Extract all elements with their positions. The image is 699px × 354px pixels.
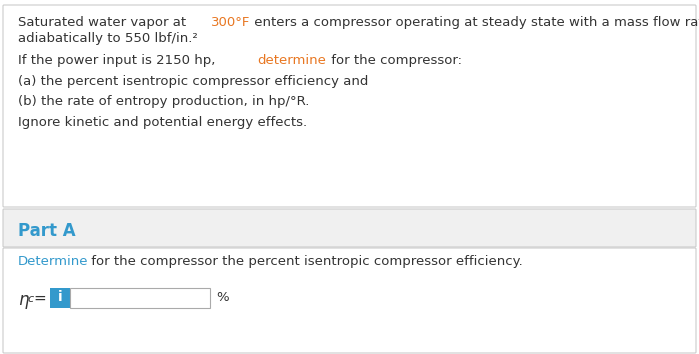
Text: Part A: Part A xyxy=(18,222,75,240)
FancyBboxPatch shape xyxy=(3,209,696,247)
FancyBboxPatch shape xyxy=(70,288,210,308)
Text: 300°F: 300°F xyxy=(211,16,250,29)
Text: determine: determine xyxy=(257,54,326,67)
Text: c: c xyxy=(27,294,33,304)
Text: adiabatically to 550 lbf/in.²: adiabatically to 550 lbf/in.² xyxy=(18,32,198,45)
Text: Determine: Determine xyxy=(18,255,89,268)
Text: for the compressor the percent isentropic compressor efficiency.: for the compressor the percent isentropi… xyxy=(87,255,524,268)
Text: enters a compressor operating at steady state with a mass flow rate of 5 lb/s an: enters a compressor operating at steady … xyxy=(250,16,699,29)
Text: (a) the percent isentropic compressor efficiency and: (a) the percent isentropic compressor ef… xyxy=(18,75,368,88)
Text: (b) the rate of entropy production, in hp/°R.: (b) the rate of entropy production, in h… xyxy=(18,95,310,108)
Text: =: = xyxy=(33,291,45,306)
Text: %: % xyxy=(216,291,229,304)
FancyBboxPatch shape xyxy=(3,5,696,207)
Text: for the compressor:: for the compressor: xyxy=(326,54,462,67)
FancyBboxPatch shape xyxy=(50,288,70,308)
Text: Ignore kinetic and potential energy effects.: Ignore kinetic and potential energy effe… xyxy=(18,116,307,129)
FancyBboxPatch shape xyxy=(3,248,696,353)
Text: Saturated water vapor at: Saturated water vapor at xyxy=(18,16,190,29)
Text: If the power input is 2150 hp,: If the power input is 2150 hp, xyxy=(18,54,219,67)
Text: i: i xyxy=(58,290,62,304)
Text: η: η xyxy=(18,291,29,309)
